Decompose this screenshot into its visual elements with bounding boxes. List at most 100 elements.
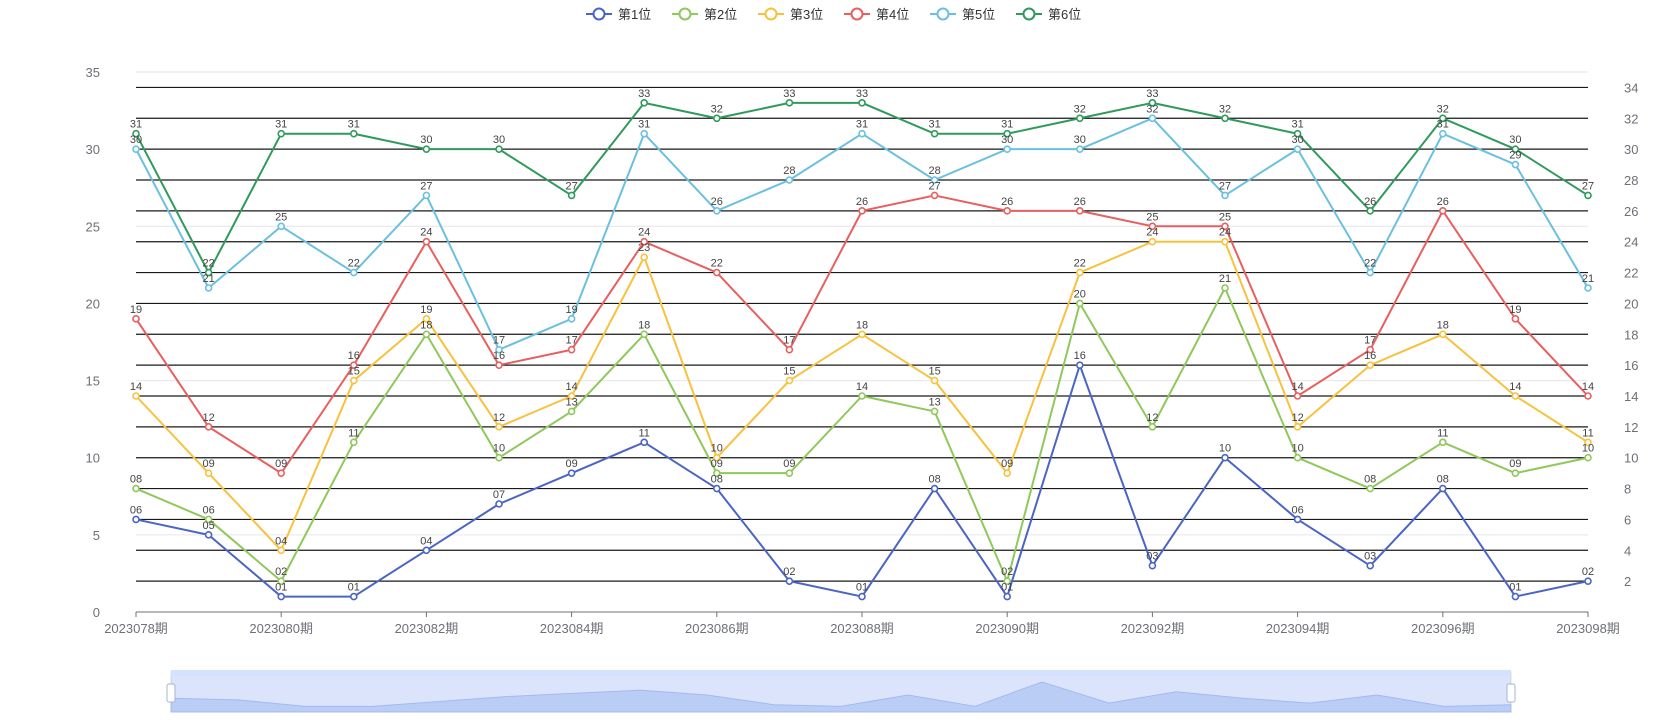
data-point[interactable] xyxy=(712,114,721,123)
data-point[interactable] xyxy=(1511,469,1520,477)
data-point[interactable] xyxy=(1293,145,1302,153)
data-point[interactable] xyxy=(132,484,140,493)
data-point[interactable] xyxy=(277,577,286,585)
data-point[interactable] xyxy=(277,222,286,231)
data-point[interactable] xyxy=(640,129,649,138)
data-point[interactable] xyxy=(422,191,431,200)
data-point[interactable] xyxy=(1293,129,1302,138)
data-point[interactable] xyxy=(567,191,576,200)
data-point[interactable] xyxy=(785,99,794,107)
data-point[interactable] xyxy=(712,207,721,215)
zoom-left-handle[interactable] xyxy=(166,683,176,703)
data-point[interactable] xyxy=(930,376,939,385)
data-point[interactable] xyxy=(1293,423,1302,431)
data-point[interactable] xyxy=(1366,484,1374,493)
legend-item-1[interactable]: 第1位 xyxy=(586,7,651,22)
data-point[interactable] xyxy=(1076,268,1084,277)
data-point[interactable] xyxy=(712,484,721,493)
data-point[interactable] xyxy=(1076,207,1084,215)
data-point[interactable] xyxy=(785,577,794,585)
data-point[interactable] xyxy=(349,376,358,385)
data-point[interactable] xyxy=(422,315,431,323)
legend-item-5[interactable]: 第5位 xyxy=(930,7,995,22)
data-point[interactable] xyxy=(1076,299,1084,308)
data-point[interactable] xyxy=(1003,145,1012,153)
data-point[interactable] xyxy=(349,268,358,277)
data-point[interactable] xyxy=(1293,453,1302,462)
data-point[interactable] xyxy=(1439,438,1447,447)
data-point[interactable] xyxy=(567,392,576,400)
legend-item-2[interactable]: 第2位 xyxy=(672,7,737,22)
data-point[interactable] xyxy=(1584,392,1592,400)
data-point[interactable] xyxy=(785,176,794,184)
data-point[interactable] xyxy=(495,345,503,354)
data-point[interactable] xyxy=(422,546,431,555)
data-point[interactable] xyxy=(785,469,794,477)
data-point[interactable] xyxy=(1003,577,1012,585)
data-point[interactable] xyxy=(1439,129,1447,138)
data-point[interactable] xyxy=(640,253,649,261)
data-point[interactable] xyxy=(1003,592,1012,601)
legend[interactable]: 第1位 第2位 第3位 第4位 第5位 第6位 xyxy=(586,7,1081,22)
data-point[interactable] xyxy=(1584,284,1592,292)
data-point[interactable] xyxy=(1148,423,1157,431)
data-point[interactable] xyxy=(567,345,576,354)
data-point[interactable] xyxy=(422,237,431,246)
data-point[interactable] xyxy=(204,469,213,477)
data-point[interactable] xyxy=(495,453,503,462)
data-point[interactable] xyxy=(422,330,431,339)
data-point[interactable] xyxy=(204,268,213,277)
data-point[interactable] xyxy=(1293,515,1302,524)
data-point[interactable] xyxy=(1148,561,1157,570)
data-point[interactable] xyxy=(495,361,503,369)
data-point[interactable] xyxy=(1511,592,1520,601)
data-point[interactable] xyxy=(930,176,939,184)
data-point[interactable] xyxy=(1003,469,1012,477)
data-point[interactable] xyxy=(1076,145,1084,153)
data-point[interactable] xyxy=(1511,392,1520,400)
data-zoom-slider[interactable] xyxy=(166,670,1516,713)
data-point[interactable] xyxy=(277,129,286,138)
data-point[interactable] xyxy=(1221,222,1229,231)
data-point[interactable] xyxy=(1511,145,1520,153)
data-point[interactable] xyxy=(1293,392,1302,400)
data-point[interactable] xyxy=(1221,284,1229,292)
data-point[interactable] xyxy=(1366,361,1374,369)
legend-item-3[interactable]: 第3位 xyxy=(758,7,823,22)
data-point[interactable] xyxy=(1439,114,1447,123)
data-point[interactable] xyxy=(277,469,286,477)
data-point[interactable] xyxy=(349,361,358,369)
data-point[interactable] xyxy=(712,453,721,462)
data-point[interactable] xyxy=(640,99,649,107)
data-point[interactable] xyxy=(1366,268,1374,277)
zoom-right-handle[interactable] xyxy=(1506,683,1516,703)
data-point[interactable] xyxy=(1511,315,1520,323)
data-point[interactable] xyxy=(1076,114,1084,123)
data-point[interactable] xyxy=(1439,484,1447,493)
data-point[interactable] xyxy=(858,129,866,138)
data-point[interactable] xyxy=(1584,191,1592,200)
data-point[interactable] xyxy=(1366,561,1374,570)
legend-item-6[interactable]: 第6位 xyxy=(1016,7,1081,22)
data-point[interactable] xyxy=(858,330,866,339)
data-point[interactable] xyxy=(1366,345,1374,354)
data-point[interactable] xyxy=(204,531,213,539)
data-point[interactable] xyxy=(1003,129,1012,138)
data-point[interactable] xyxy=(1221,453,1229,462)
data-point[interactable] xyxy=(132,315,140,323)
data-point[interactable] xyxy=(204,284,213,292)
data-point[interactable] xyxy=(567,469,576,477)
zoom-move-handle[interactable] xyxy=(171,670,1511,676)
data-point[interactable] xyxy=(1148,99,1157,107)
data-point[interactable] xyxy=(1003,207,1012,215)
data-point[interactable] xyxy=(1439,330,1447,339)
data-point[interactable] xyxy=(1076,361,1084,369)
data-point[interactable] xyxy=(858,99,866,107)
data-point[interactable] xyxy=(712,469,721,477)
data-point[interactable] xyxy=(132,145,140,153)
data-point[interactable] xyxy=(495,423,503,431)
data-point[interactable] xyxy=(930,191,939,200)
data-point[interactable] xyxy=(1221,237,1229,246)
data-point[interactable] xyxy=(349,438,358,447)
data-point[interactable] xyxy=(132,392,140,400)
